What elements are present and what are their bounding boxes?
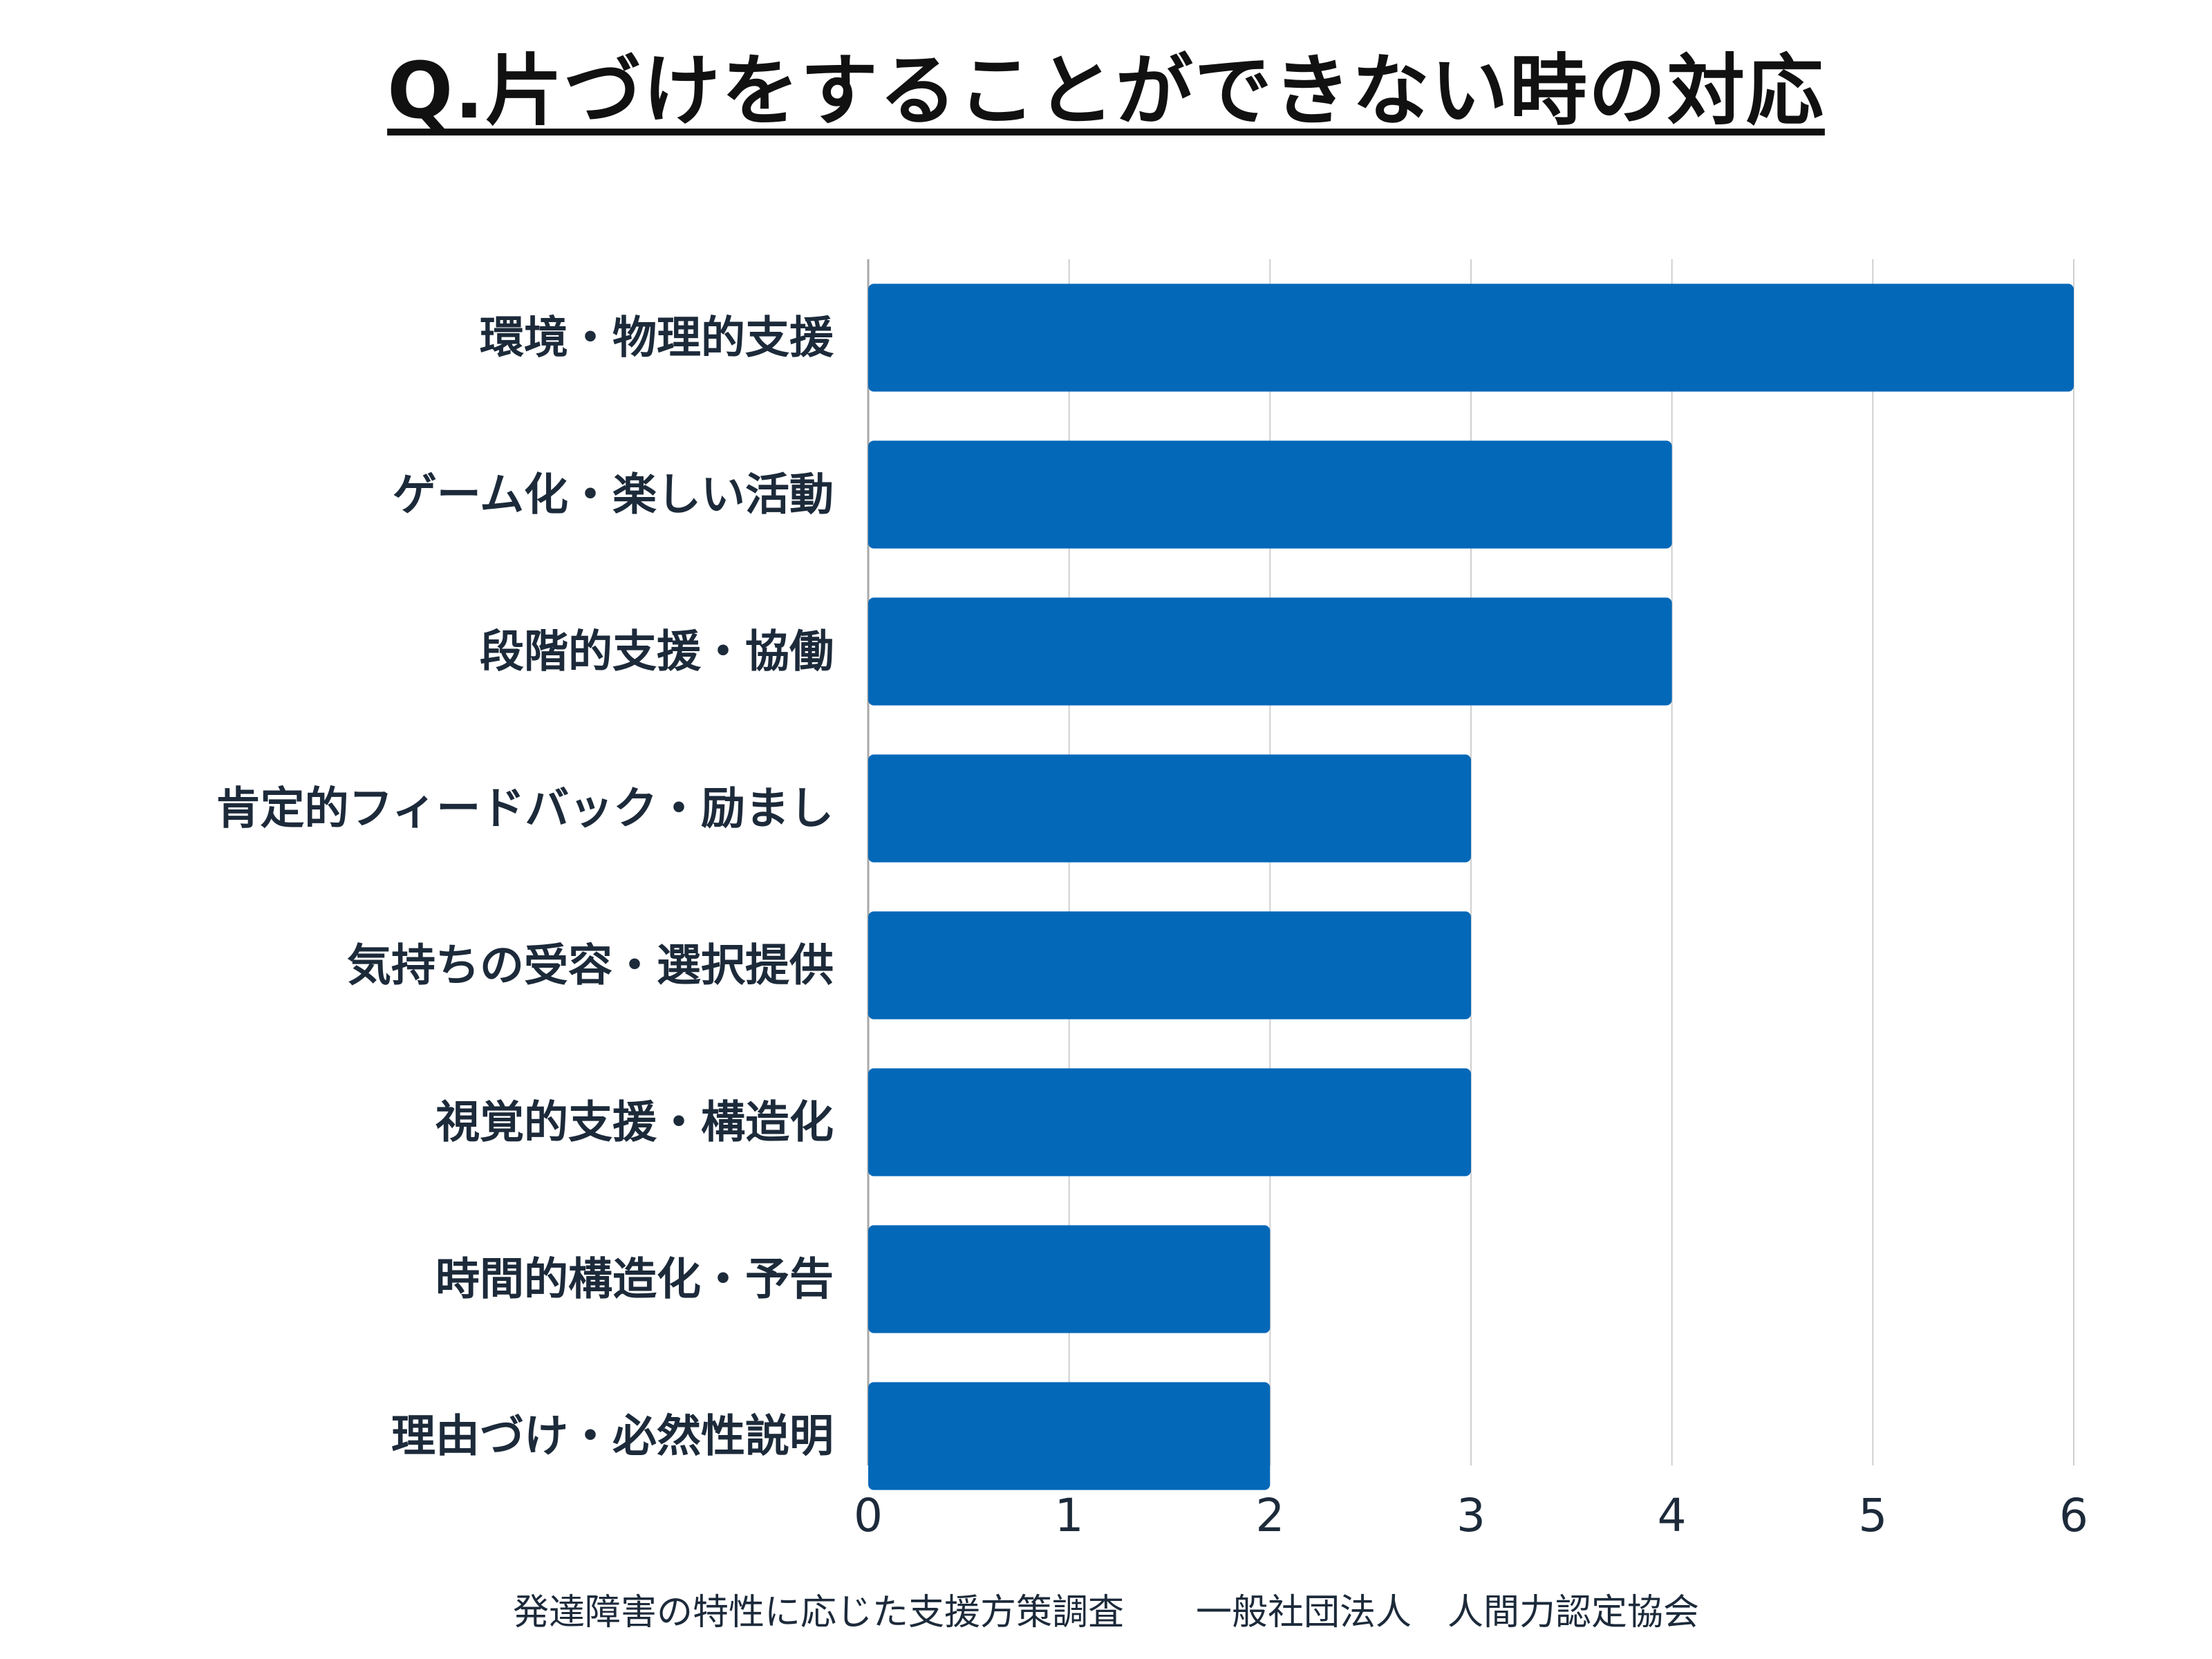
category-label: 時間的構造化・予告 <box>435 1255 834 1306</box>
category-label: 段階的支援・協働 <box>480 627 834 678</box>
category-label: ゲーム化・楽しい活動 <box>393 470 834 521</box>
category-labels: 環境・物理的支援ゲーム化・楽しい活動段階的支援・協働肯定的フィードバック・励まし… <box>216 313 834 1463</box>
x-tick-label: 2 <box>1255 1489 1284 1542</box>
x-tick-label: 6 <box>2059 1489 2088 1542</box>
bar <box>868 1225 1271 1333</box>
category-label: 肯定的フィードバック・励まし <box>216 784 834 835</box>
x-tick-label: 5 <box>1858 1489 1887 1542</box>
x-tick-label: 4 <box>1658 1489 1687 1542</box>
bar <box>868 597 1672 706</box>
chart-title: Q.片づけをすることができない時の対応 <box>387 46 1825 136</box>
x-tick-label: 1 <box>1055 1489 1084 1542</box>
bar <box>868 1382 1271 1490</box>
bar <box>868 440 1672 549</box>
bar <box>868 911 1471 1020</box>
bar <box>868 754 1471 863</box>
bars <box>868 283 2074 1490</box>
bar <box>868 283 2074 392</box>
bar <box>868 1068 1471 1177</box>
source-note: 発達障害の特性に応じた支援方策調査 一般社団法人 人間力認定協会 <box>512 1592 1699 1633</box>
x-tick-label: 0 <box>854 1489 883 1542</box>
category-label: 視覚的支援・構造化 <box>435 1098 834 1149</box>
x-tick-label: 3 <box>1456 1489 1485 1542</box>
category-label: 理由づけ・必然性説明 <box>391 1412 834 1463</box>
source-container: 発達障害の特性に応じた支援方策調査 一般社団法人 人間力認定協会 <box>0 1583 2212 1635</box>
category-label: 気持ちの受容・選択提供 <box>347 941 834 992</box>
x-axis-tick-labels: 0 1 2 3 4 5 6 <box>854 1489 2088 1542</box>
category-label: 環境・物理的支援 <box>480 313 834 364</box>
title-container: Q.片づけをすることができない時の対応 <box>0 41 2212 142</box>
